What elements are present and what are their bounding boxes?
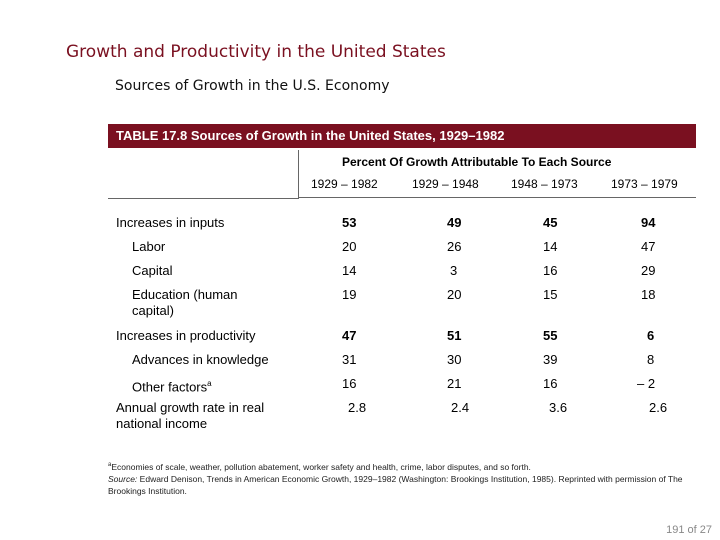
- table-caption-banner: TABLE 17.8 Sources of Growth in the Unit…: [108, 124, 696, 148]
- row-label-advances-in-knowledge: Advances in knowledge: [132, 352, 269, 367]
- row-label-capital: Capital: [132, 263, 173, 278]
- page-current: 191: [666, 524, 685, 536]
- table-cell: 19: [342, 287, 357, 302]
- table-cell: 15: [543, 287, 558, 302]
- footnote-marker: a: [207, 379, 212, 388]
- table-cell: 29: [641, 263, 656, 278]
- row-label-increases-in-inputs: Increases in inputs: [116, 215, 225, 230]
- table-cell: 14: [342, 263, 357, 278]
- table-cell: – 2: [637, 376, 656, 391]
- source-text: Edward Denison, Trends in American Econo…: [108, 473, 683, 496]
- table-cell: 47: [342, 328, 357, 343]
- table-stub-header: [108, 150, 299, 199]
- source-label: Source:: [108, 473, 138, 484]
- footnote-mark: a: [108, 462, 112, 468]
- table-cell: 51: [447, 328, 462, 343]
- table-cell: 2.8: [348, 400, 367, 415]
- table-cell: 3.6: [549, 400, 568, 415]
- table-cell: 31: [342, 352, 357, 367]
- table-cell: 20: [342, 239, 357, 254]
- table-cell: 26: [447, 239, 462, 254]
- column-header-1929-1982: 1929 – 1982: [311, 177, 378, 191]
- table-cell: 39: [543, 352, 558, 367]
- table-cell: 16: [543, 263, 558, 278]
- table-cell: 30: [447, 352, 462, 367]
- table-cell: 6: [647, 328, 655, 343]
- footnote-note-text: Economies of scale, weather, pollution a…: [111, 461, 531, 472]
- row-label-labor: Labor: [132, 239, 166, 254]
- table-cell: 45: [543, 215, 558, 230]
- table-cell: 20: [447, 287, 462, 302]
- column-header-1929-1948: 1929 – 1948: [412, 177, 479, 191]
- table-caption: TABLE 17.8 Sources of Growth in the Unit…: [116, 128, 505, 143]
- page-total: 27: [699, 524, 712, 536]
- table-cell: 94: [641, 215, 656, 230]
- header-rule: [298, 197, 696, 198]
- footnote-note: aEconomies of scale, weather, pollution …: [108, 459, 698, 473]
- column-header-1948-1973: 1948 – 1973: [511, 177, 578, 191]
- table-super-header: Percent Of Growth Attributable To Each S…: [342, 155, 612, 169]
- table-cell: 16: [543, 376, 558, 391]
- footnote-source: Source: Edward Denison, Trends in Americ…: [108, 473, 698, 497]
- table-footnote: aEconomies of scale, weather, pollution …: [108, 459, 698, 497]
- table-cell: 18: [641, 287, 656, 302]
- row-label-other-factors: Other factorsa: [132, 376, 212, 395]
- row-label-increases-in-productivity: Increases in productivity: [116, 328, 256, 343]
- column-header-1973-1979: 1973 – 1979: [611, 177, 678, 191]
- table-cell: 3: [450, 263, 458, 278]
- table-cell: 49: [447, 215, 462, 230]
- table-cell: 16: [342, 376, 357, 391]
- table-cell: 47: [641, 239, 656, 254]
- table-cell: 21: [447, 376, 462, 391]
- page-of-label: of: [687, 524, 697, 536]
- slide-subtitle: Sources of Growth in the U.S. Economy: [115, 78, 390, 94]
- slide-title: Growth and Productivity in the United St…: [66, 42, 446, 62]
- table-cell: 55: [543, 328, 558, 343]
- table-cell: 2.4: [451, 400, 470, 415]
- row-label-annual-growth-rate: Annual growth rate in real national inco…: [116, 400, 265, 431]
- table-cell: 2.6: [649, 400, 668, 415]
- row-label-other-factors-text: Other factors: [132, 379, 208, 395]
- row-label-education: Education (human capital): [132, 287, 238, 318]
- page-number: 191 of 27: [666, 524, 712, 536]
- table-cell: 53: [342, 215, 357, 230]
- table-cell: 14: [543, 239, 558, 254]
- table-cell: 8: [647, 352, 655, 367]
